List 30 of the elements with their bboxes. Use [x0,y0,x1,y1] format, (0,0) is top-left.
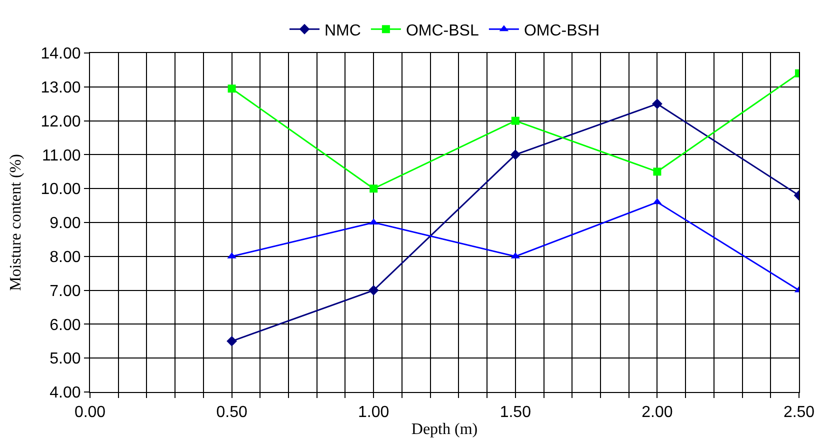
legend-label: OMC-BSH [524,22,600,40]
x-tick-label: 2.00 [642,404,673,422]
legend-label: NMC [324,22,361,40]
y-tick-label: 6.00 [50,316,81,334]
x-tick-label: 1.50 [500,404,532,422]
x-tick-label: 0.50 [216,404,248,422]
y-tick-label: 9.00 [50,215,81,232]
y-tick-label: 12.00 [40,113,81,130]
y-axis-title: Moisture content (%) [8,154,25,291]
point [368,285,379,296]
y-tick-label: 11.00 [42,147,81,164]
x-tick-label: 0.00 [74,404,106,422]
point [511,116,520,125]
legend-label: OMC-BSL [406,22,479,40]
y-tick-label: 7.00 [50,282,81,300]
point [652,98,662,110]
y-tick-label: 13.00 [40,80,81,96]
y-tick-label: 4.00 [50,384,81,402]
point [653,168,662,176]
x-tick-label: 2.50 [783,404,815,422]
point [228,84,236,93]
point [226,336,237,346]
x-axis-title: Depth (m) [411,420,478,438]
point [370,184,378,193]
y-tick-label: 14.00 [40,46,81,63]
y-tick-label: 10.00 [40,181,81,198]
point [510,150,521,160]
y-tick-label: 5.00 [50,350,81,368]
y-tick-label: 8.00 [50,249,81,266]
x-tick-label: 1.00 [358,404,390,422]
